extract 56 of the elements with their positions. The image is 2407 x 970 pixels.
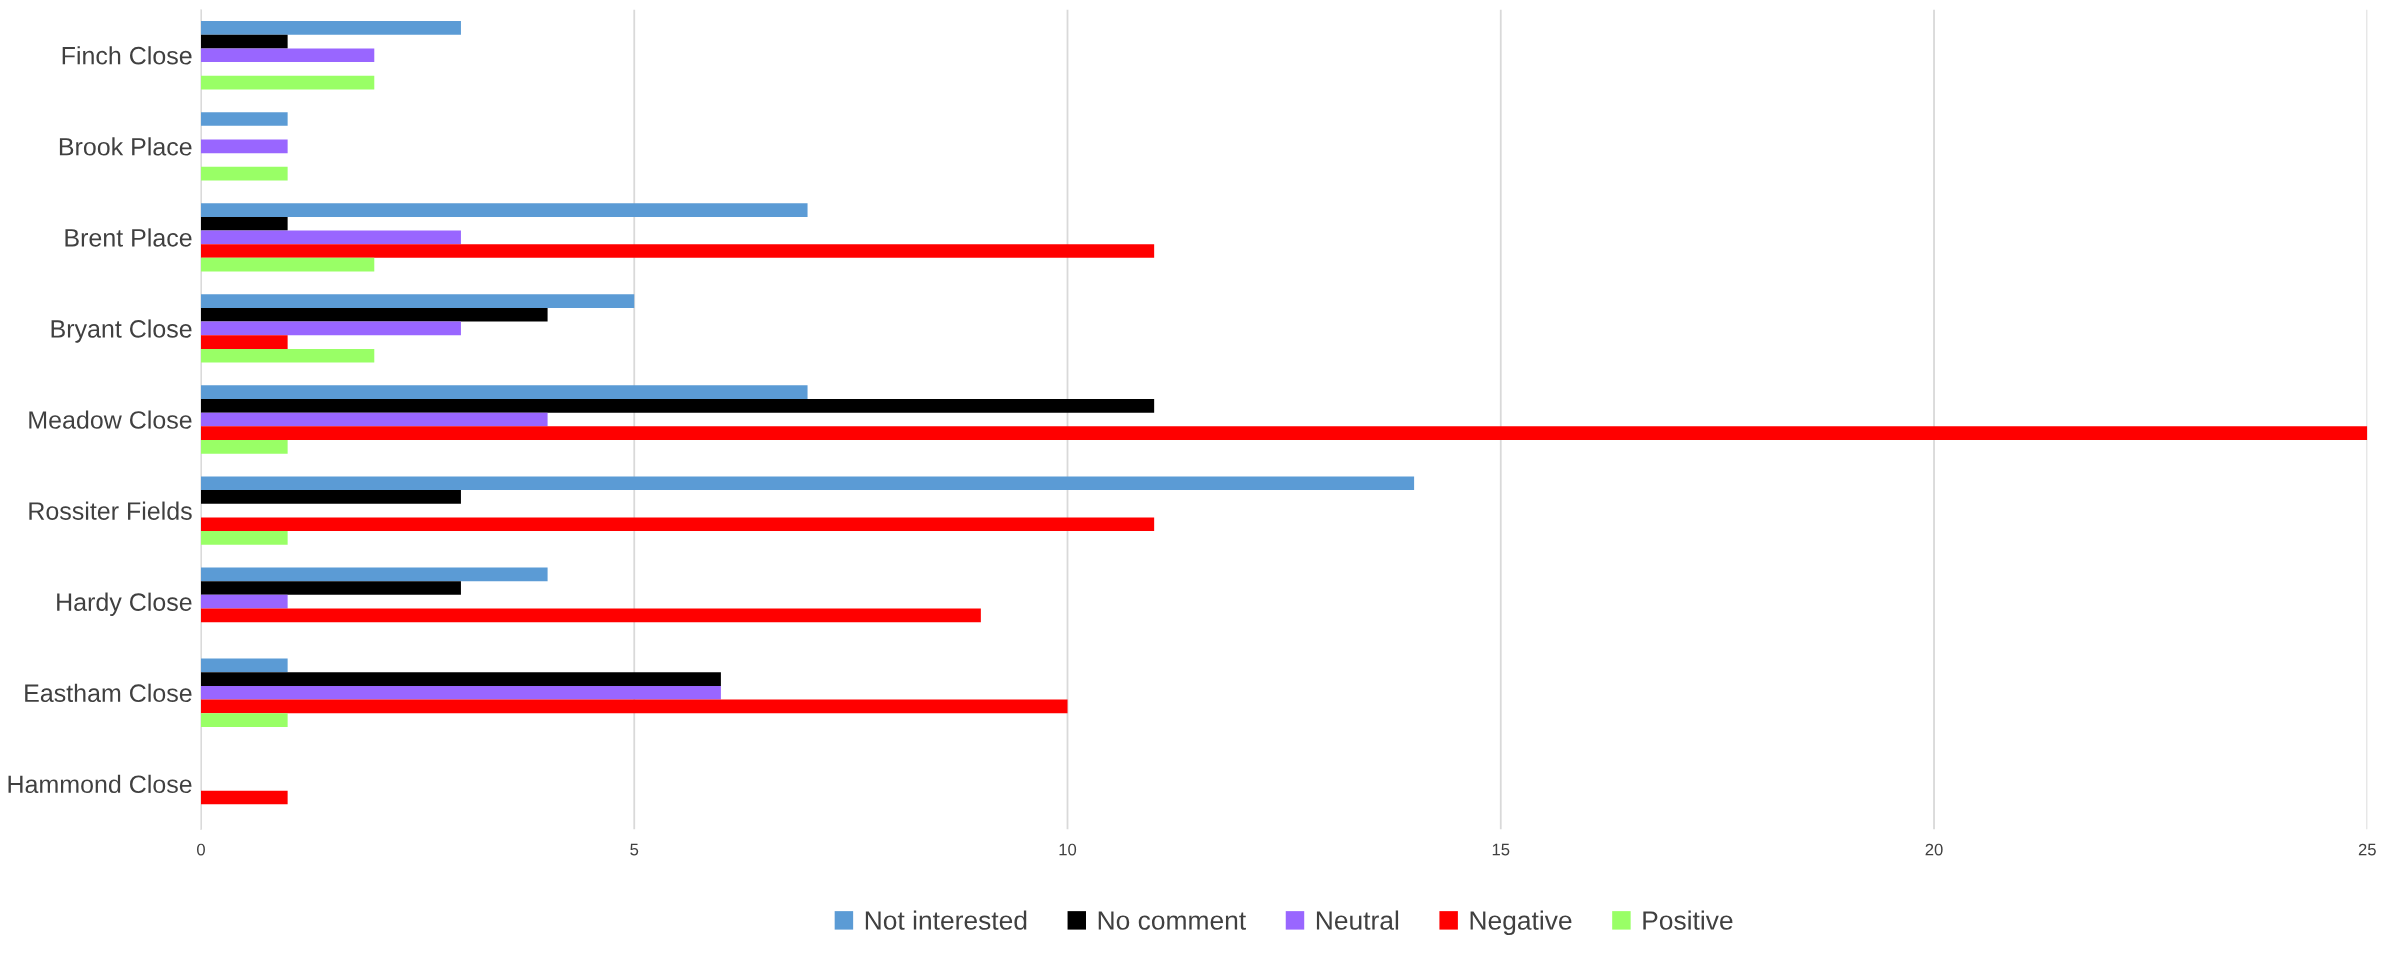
bar <box>200 203 808 217</box>
bar <box>200 112 288 126</box>
bar <box>200 399 1155 413</box>
bar <box>200 321 461 336</box>
bar <box>200 385 808 400</box>
x-tick-label: 25 <box>2358 843 2376 856</box>
bar <box>200 294 635 308</box>
bar <box>200 531 288 545</box>
legend-label: Not interested <box>865 910 1027 930</box>
y-tick-label: Bryant Close <box>51 319 192 343</box>
legend-label: No comment <box>1098 911 1246 930</box>
bar <box>200 490 461 504</box>
y-tick-label: Finch Close <box>62 46 192 65</box>
y-tick-label: Brent Place <box>65 228 192 247</box>
bar <box>200 567 548 582</box>
y-tick-label: Meadow Close <box>29 410 192 429</box>
y-tick-label: Eastham Close <box>25 683 192 703</box>
bar <box>200 426 2368 441</box>
bar <box>200 713 288 727</box>
bar <box>200 75 375 90</box>
bar <box>200 34 288 49</box>
y-tick-label: Brook Place <box>59 137 192 156</box>
x-tick-label: 5 <box>630 843 639 856</box>
y-tick-label: Rossiter Fields <box>29 501 192 520</box>
x-tick-label: 15 <box>1492 843 1510 856</box>
legend-label: Negative <box>1470 910 1572 936</box>
bar <box>200 699 1068 714</box>
bar <box>200 244 1155 258</box>
y-tick-label: Hammond Close <box>8 774 192 794</box>
bar <box>200 21 461 35</box>
x-tick-label: 20 <box>1925 843 1943 856</box>
bar <box>200 476 1415 491</box>
bar <box>200 139 288 154</box>
x-tick-label: 10 <box>1059 843 1077 856</box>
bar <box>200 658 288 673</box>
bar <box>200 412 548 427</box>
bar <box>200 230 461 245</box>
bar <box>200 581 461 595</box>
bar <box>200 216 288 231</box>
bar <box>200 672 721 686</box>
bar <box>200 307 548 322</box>
x-tick-label: 0 <box>197 843 205 856</box>
bar <box>200 166 288 181</box>
bar <box>200 517 1155 532</box>
bar <box>200 594 288 609</box>
bar <box>200 335 288 349</box>
bar <box>200 608 981 623</box>
y-tick-label: Hardy Close <box>57 592 192 616</box>
bar <box>200 790 288 805</box>
bar <box>200 685 721 700</box>
legend-label: Neutral <box>1316 910 1399 930</box>
bar <box>200 257 375 272</box>
bar <box>200 348 375 363</box>
bar <box>200 440 288 454</box>
legend-label: Positive <box>1643 910 1733 930</box>
bar <box>200 48 375 63</box>
